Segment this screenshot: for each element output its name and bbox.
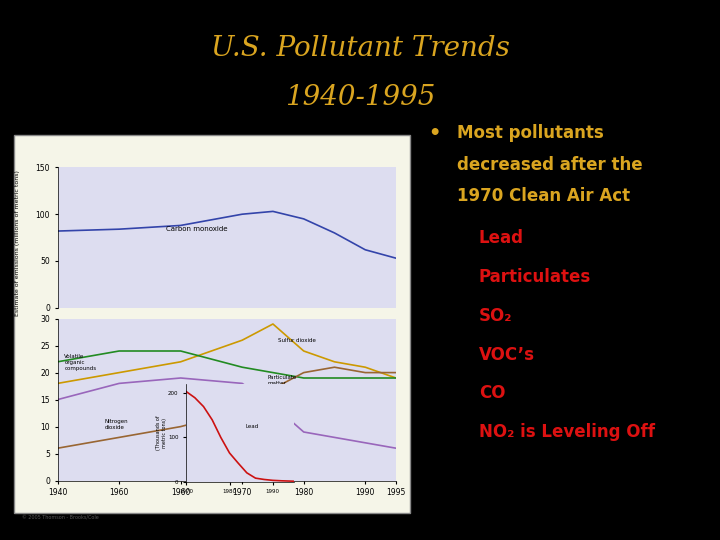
Text: Volatile
organic
compounds: Volatile organic compounds [64,354,96,371]
Text: 1970 Clean Air Act: 1970 Clean Air Act [457,187,630,205]
Text: 1940-1995: 1940-1995 [285,84,435,111]
Text: Most pollutants: Most pollutants [457,124,604,142]
Text: SO₂: SO₂ [479,307,513,325]
Text: Carbon monoxide: Carbon monoxide [166,226,228,232]
Text: VOC’s: VOC’s [479,346,535,363]
Text: Particulates: Particulates [479,268,591,286]
Text: CO: CO [479,384,505,402]
Text: Sulfur dioxide: Sulfur dioxide [278,338,315,343]
Text: •: • [428,124,441,143]
Text: decreased after the: decreased after the [457,156,643,173]
Text: Lead: Lead [479,229,523,247]
Text: U.S. Pollutant Trends: U.S. Pollutant Trends [210,35,510,62]
Text: Nitrogen
dioxide: Nitrogen dioxide [105,419,129,430]
Text: © 2005 Thomson - Brooks/Cole: © 2005 Thomson - Brooks/Cole [22,516,99,521]
Text: Estimate of emissions (millions of metric tons): Estimate of emissions (millions of metri… [16,170,20,316]
Text: Particulate
matter: Particulate matter [267,375,297,386]
Text: NO₂ is Leveling Off: NO₂ is Leveling Off [479,423,654,441]
Text: Lead: Lead [246,424,259,429]
Y-axis label: (Thousands of
metric tons): (Thousands of metric tons) [156,416,166,450]
